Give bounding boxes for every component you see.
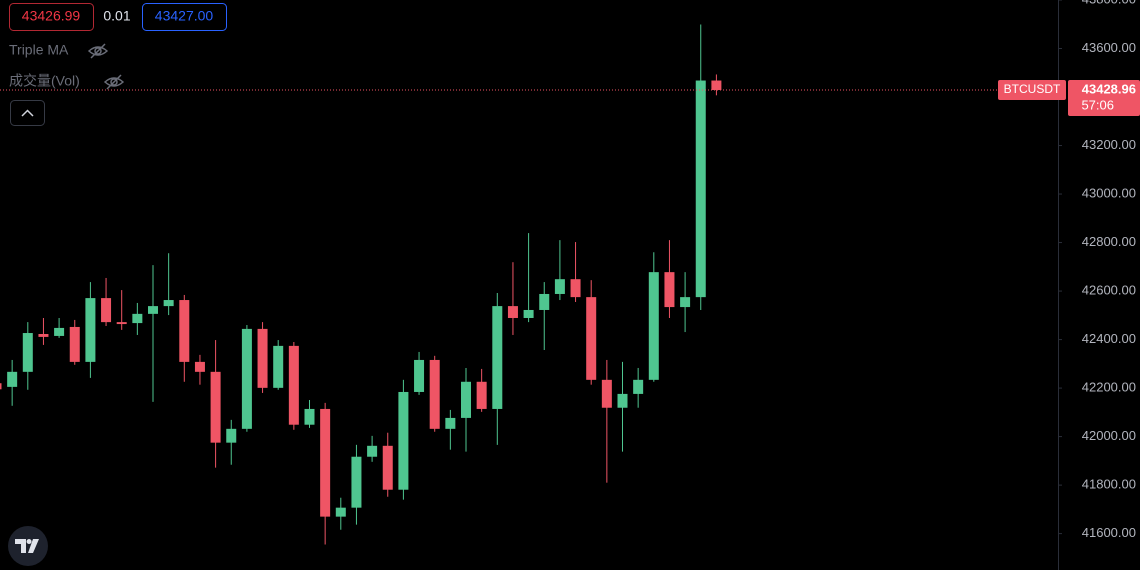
candle-body — [85, 298, 96, 362]
candle-body — [601, 379, 612, 408]
hide-icon[interactable] — [87, 43, 109, 59]
candle-body — [461, 381, 471, 418]
candle-body — [554, 279, 565, 294]
candle-body — [0, 383, 2, 390]
logo[interactable] — [8, 526, 48, 566]
candle-body — [445, 417, 456, 429]
candle-body — [476, 381, 487, 409]
candle-body — [586, 297, 597, 380]
y-tick-label: 43800.00 — [1082, 0, 1136, 6]
candle-body — [695, 80, 706, 298]
candle-body — [69, 326, 80, 362]
candle-body — [351, 456, 362, 508]
candle-body — [414, 359, 425, 392]
candle-body — [257, 328, 268, 388]
ask-price: 43427.00 — [155, 8, 214, 24]
y-tick-label: 42400.00 — [1082, 331, 1136, 346]
countdown: 57:06 — [1081, 97, 1114, 112]
candle-body — [194, 361, 205, 372]
candle-body — [38, 333, 49, 337]
candle-body — [539, 293, 550, 310]
y-tick-label: 43600.00 — [1082, 40, 1136, 55]
candle-body — [711, 80, 722, 90]
price-label-box — [1068, 79, 1140, 116]
candle-body — [22, 333, 33, 372]
symbol-label-box — [998, 79, 1066, 100]
plot-area — [0, 24, 1058, 545]
spread: 0.01 — [103, 8, 130, 24]
candle-body — [680, 297, 691, 308]
indicator-label[interactable]: Triple MA — [9, 42, 69, 58]
symbol-label: BTCUSDT — [1004, 82, 1061, 96]
candle-body — [429, 359, 440, 429]
candle-body — [116, 322, 127, 325]
candle-body — [7, 371, 18, 387]
candle-body — [367, 445, 378, 457]
y-tick-label: 42200.00 — [1082, 380, 1136, 395]
candle-body — [163, 300, 174, 307]
candle-body — [132, 313, 143, 324]
y-tick-label: 43200.00 — [1082, 137, 1136, 152]
candle-body — [179, 300, 190, 362]
candle-body — [398, 391, 409, 490]
candle-body — [288, 345, 299, 425]
bid-box[interactable] — [9, 3, 94, 31]
y-tick-label: 41600.00 — [1082, 525, 1136, 540]
candle-body — [54, 327, 65, 336]
candle-body — [633, 379, 644, 394]
collapse-button[interactable] — [10, 100, 45, 126]
candle-body — [617, 393, 628, 408]
candle-body — [492, 306, 503, 409]
candle-body — [148, 306, 158, 314]
bid-price: 43426.99 — [22, 8, 81, 24]
candle-body — [523, 309, 534, 318]
candle-body — [320, 408, 331, 517]
candle-body — [101, 298, 112, 323]
candle-body — [507, 306, 518, 318]
ask-box[interactable] — [142, 3, 227, 31]
indicator-label[interactable]: 成交量(Vol) — [9, 73, 80, 89]
candle-body — [382, 445, 393, 490]
y-tick-label: 42000.00 — [1082, 428, 1136, 443]
y-tick-label: 43000.00 — [1082, 185, 1136, 200]
candle-body — [226, 428, 237, 443]
y-tick-label: 41800.00 — [1082, 477, 1136, 492]
candle-body — [273, 345, 284, 388]
y-tick-label: 42600.00 — [1082, 283, 1136, 298]
candle-body — [241, 328, 252, 429]
candle-body — [210, 371, 221, 443]
candle-body — [335, 507, 346, 517]
candle-body — [648, 272, 659, 380]
y-tick-label: 42800.00 — [1082, 234, 1136, 249]
candle-body — [304, 408, 315, 425]
collapse-icon — [21, 109, 34, 117]
candle-body — [570, 279, 581, 298]
candle-body — [664, 272, 675, 308]
hide-icon[interactable] — [103, 74, 125, 90]
price-label: 43428.96 — [1082, 81, 1136, 96]
